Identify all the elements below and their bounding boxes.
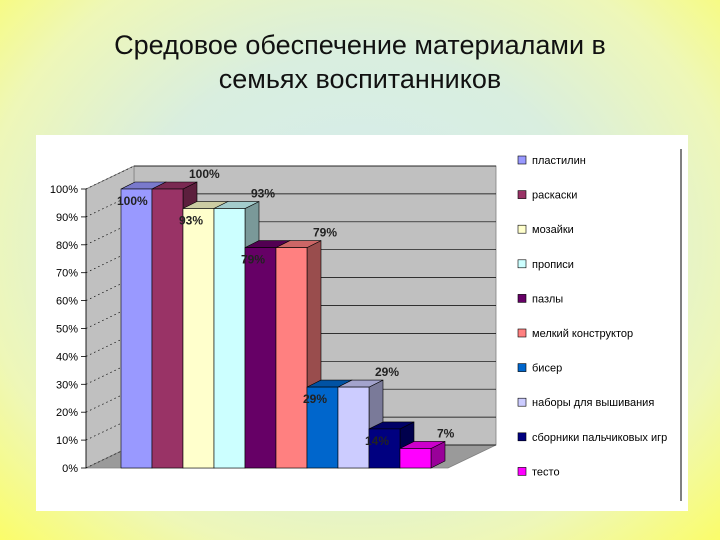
legend-entry: пазлы [532, 293, 563, 305]
y-tick-label: 100% [50, 184, 78, 196]
legend-entry: мелкий конструктор [532, 328, 633, 340]
slide-title: Средовое обеспечение материалами в семья… [60, 28, 660, 96]
data-label: 29% [375, 365, 399, 379]
data-label: 100% [117, 194, 148, 208]
legend-swatch [517, 259, 527, 269]
bar-front [244, 247, 277, 469]
legend-entry: сборники пальчиковых игр [532, 432, 667, 444]
data-label: 93% [251, 187, 275, 201]
bar-front [368, 428, 401, 469]
legend-swatch [517, 190, 527, 199]
data-label: 29% [303, 392, 327, 406]
legend-entry: пластилин [532, 155, 586, 167]
legend-swatch [517, 467, 527, 476]
y-tick-label: 60% [56, 296, 78, 308]
y-tick-label: 50% [56, 324, 78, 336]
legend-swatch [517, 224, 527, 234]
bar-front [182, 208, 215, 469]
legend-entry: мозайки [532, 224, 574, 236]
y-tick-label: 10% [56, 435, 78, 447]
legend-swatch [517, 328, 527, 338]
data-label: 93% [179, 214, 203, 228]
y-tick-label: 40% [56, 351, 78, 363]
title-line-1: Средовое обеспечение материалами в [114, 30, 606, 60]
data-label: 14% [365, 434, 389, 448]
y-tick-label: 0% [62, 463, 78, 475]
legend-entry: раскаски [532, 190, 577, 202]
y-tick-label: 70% [56, 268, 78, 280]
chart-panel: 0% 10% 20% 30% 40% 50% 60% 70% 80% 90% 100% 100% 10… [36, 135, 688, 511]
legend-entry: тесто [532, 466, 560, 478]
data-label: 7% [437, 426, 455, 440]
legend-swatch [517, 363, 527, 372]
title-line-2: семьях воспитанников [218, 64, 502, 94]
legend-swatch [517, 155, 527, 165]
legend-entry: прописи [532, 259, 574, 271]
bar-front [213, 208, 246, 469]
chart-bars [120, 181, 446, 469]
legend-entry: наборы для вышивания [532, 397, 654, 409]
bar-front [120, 188, 153, 469]
y-tick-label: 20% [56, 407, 78, 419]
data-label: 79% [313, 226, 337, 240]
y-axis: 0% 10% 20% 30% 40% 50% 60% 70% 80% 90% 100% [50, 184, 87, 475]
data-label: 100% [189, 167, 220, 181]
bar-front [275, 247, 308, 469]
bar-front [399, 448, 432, 469]
legend: пластилин раскаски мозайки прописи пазлы мелк… [517, 149, 682, 501]
bar-front [306, 386, 339, 469]
legend-entry: бисер [532, 363, 562, 375]
bar-10 [399, 440, 446, 469]
data-label: 79% [241, 253, 265, 267]
legend-swatch [517, 294, 527, 303]
bar-front [337, 386, 370, 469]
bar-front [151, 188, 184, 469]
y-tick-label: 80% [56, 240, 78, 252]
bar-chart: 0%10%20%30%40%50%60%70%80%90%100% 100%10… [50, 149, 682, 501]
y-tick-label: 90% [56, 212, 78, 224]
legend-swatch [517, 432, 527, 442]
data-labels: 100% 100% 93% 93% 79% 79% 29% 29% 14% 7% [117, 167, 455, 448]
legend-swatch [517, 397, 527, 407]
y-tick-label: 30% [56, 379, 78, 391]
